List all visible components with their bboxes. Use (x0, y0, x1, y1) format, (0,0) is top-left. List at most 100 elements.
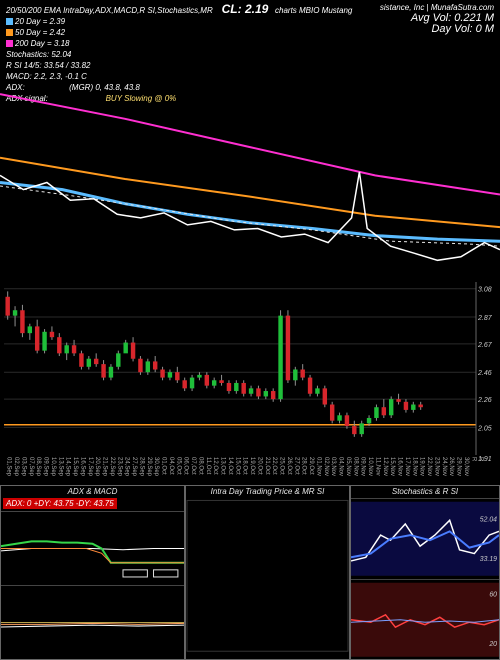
svg-text:17,Nov: 17,Nov (404, 457, 410, 476)
svg-text:21,Sep: 21,Sep (102, 457, 108, 477)
svg-text:19,Oct: 19,Oct (249, 457, 255, 475)
svg-text:11,Oct: 11,Oct (205, 457, 211, 475)
svg-text:2.67: 2.67 (477, 342, 493, 349)
adx-macd-title: ADX & MACD (1, 486, 184, 498)
svg-text:15,Oct: 15,Oct (234, 457, 240, 475)
svg-text:25,Oct: 25,Oct (279, 457, 285, 475)
svg-text:3.08: 3.08 (478, 287, 492, 294)
candle-svg: 2.052.262.462.672.873.081.9101,Sep02,Sep… (0, 280, 500, 485)
svg-text:01,Nov: 01,Nov (315, 457, 321, 476)
close-price: CL: 2.19 (222, 2, 269, 16)
main-chart-panel[interactable] (0, 85, 500, 280)
macd-label: MACD: 2.2, 2.3, -0.1 C (6, 71, 494, 82)
svg-text:06,Oct: 06,Oct (183, 457, 189, 475)
rsi-pane[interactable]: 60 20 (351, 579, 499, 660)
svg-text:22,Oct: 22,Oct (271, 457, 277, 475)
svg-text:08,Sep: 08,Sep (35, 457, 41, 477)
svg-text:13,Oct: 13,Oct (220, 457, 226, 475)
svg-text:17,Sep: 17,Sep (87, 457, 93, 477)
rsi-label: R SI 14/5: 33.54 / 33.82 (6, 60, 494, 71)
stoch-rsi-title: Stochastics & R SI (351, 486, 499, 498)
svg-text:13,Sep: 13,Sep (57, 457, 63, 477)
svg-text:12,Nov: 12,Nov (382, 457, 388, 476)
svg-text:27,Sep: 27,Sep (131, 457, 137, 477)
main-chart-svg (0, 85, 500, 280)
svg-text:01,Sep: 01,Sep (6, 457, 12, 477)
svg-text:03,Sep: 03,Sep (20, 457, 26, 477)
intraday-title: Intra Day Trading Price & MR SI (186, 486, 349, 498)
bottom-row: ADX & MACD ADX: 0 +DY: 43.75 -DY: 43.75 … (0, 485, 500, 660)
svg-text:23,Sep: 23,Sep (116, 457, 122, 477)
header-l1-right: charts MBIO Mustang (275, 6, 352, 15)
svg-text:08,Nov: 08,Nov (352, 457, 358, 476)
adx-badge: ADX: 0 +DY: 43.75 -DY: 43.75 (3, 498, 117, 509)
svg-text:19,Nov: 19,Nov (419, 457, 425, 476)
svg-text:52.04: 52.04 (480, 516, 497, 523)
svg-text:28,Sep: 28,Sep (138, 457, 144, 477)
ema200-label: 200 Day = 3.18 (15, 39, 69, 48)
svg-text:2.26: 2.26 (477, 397, 492, 404)
svg-text:30,Sep: 30,Sep (153, 457, 159, 477)
svg-text:33.19: 33.19 (480, 556, 497, 563)
ema50-label: 50 Day = 2.42 (15, 28, 65, 37)
svg-text:28,Oct: 28,Oct (301, 457, 307, 475)
svg-text:11,Nov: 11,Nov (374, 457, 380, 476)
svg-text:15,Nov: 15,Nov (389, 457, 395, 476)
ema20-label: 20 Day = 2.39 (15, 17, 65, 26)
svg-text:07,Oct: 07,Oct (190, 457, 196, 475)
svg-text:20: 20 (488, 640, 497, 647)
chart-root: 20/50/200 EMA IntraDay,ADX,MACD,R SI,Sto… (0, 0, 500, 660)
svg-text:30,Nov: 30,Nov (463, 457, 469, 476)
svg-text:21,Oct: 21,Oct (264, 457, 270, 475)
intraday-column: Intra Day Trading Price & MR SI (185, 485, 350, 660)
macd-pane[interactable] (1, 585, 184, 659)
candle-panel[interactable]: 2.052.262.462.672.873.081.9101,Sep02,Sep… (0, 280, 500, 485)
stoch-rsi-column: Stochastics & R SI 52.04 33.19 60 20 (350, 485, 500, 660)
svg-text:05,Oct: 05,Oct (175, 457, 181, 475)
svg-text:29,Oct: 29,Oct (308, 457, 314, 475)
svg-text:01,Oct: 01,Oct (161, 457, 167, 475)
svg-text:16,Sep: 16,Sep (79, 457, 85, 477)
intraday-pane[interactable] (186, 498, 349, 654)
stoch-pane[interactable]: 52.04 33.19 (351, 498, 499, 579)
svg-text:29,Nov: 29,Nov (456, 457, 462, 476)
header-panel: 20/50/200 EMA IntraDay,ADX,MACD,R SI,Sto… (0, 0, 500, 85)
svg-text:09,Nov: 09,Nov (360, 457, 366, 476)
header-l1-left: 20/50/200 EMA IntraDay,ADX,MACD,R SI,Sto… (6, 6, 213, 15)
svg-text:60: 60 (489, 591, 497, 598)
adx-pane[interactable] (1, 511, 184, 585)
svg-text:14,Oct: 14,Oct (227, 457, 233, 475)
svg-text:29,Sep: 29,Sep (146, 457, 152, 477)
svg-text:23,Nov: 23,Nov (433, 457, 439, 476)
svg-text:05,Nov: 05,Nov (345, 457, 351, 476)
svg-text:2.05: 2.05 (477, 425, 492, 432)
svg-text:10,Nov: 10,Nov (367, 457, 373, 476)
svg-text:R: R (478, 457, 484, 462)
svg-text:27,Oct: 27,Oct (293, 457, 299, 475)
svg-text:09,Sep: 09,Sep (43, 457, 49, 477)
stoch-label: Stochastics: 52.04 (6, 49, 494, 60)
svg-text:22,Sep: 22,Sep (109, 457, 115, 477)
svg-text:04,Nov: 04,Nov (338, 457, 344, 476)
svg-text:R: R (470, 457, 476, 462)
svg-text:26,Oct: 26,Oct (286, 457, 292, 475)
svg-text:2.87: 2.87 (477, 315, 493, 322)
svg-text:15,Sep: 15,Sep (72, 457, 78, 477)
svg-text:07,Sep: 07,Sep (28, 457, 34, 477)
svg-text:02,Sep: 02,Sep (13, 457, 19, 477)
svg-text:12,Oct: 12,Oct (212, 457, 218, 475)
svg-text:20,Sep: 20,Sep (94, 457, 100, 477)
svg-text:16,Nov: 16,Nov (397, 457, 403, 476)
svg-text:20,Oct: 20,Oct (256, 457, 262, 475)
svg-text:18,Oct: 18,Oct (242, 457, 248, 475)
svg-text:08,Oct: 08,Oct (197, 457, 203, 475)
svg-text:2.46: 2.46 (477, 370, 492, 377)
svg-text:26,Nov: 26,Nov (448, 457, 454, 476)
day-vol: Day Vol: 0 M (380, 24, 494, 35)
adx-macd-column: ADX & MACD ADX: 0 +DY: 43.75 -DY: 43.75 (0, 485, 185, 660)
svg-text:24,Nov: 24,Nov (441, 457, 447, 476)
svg-text:22,Nov: 22,Nov (426, 457, 432, 476)
svg-text:18,Nov: 18,Nov (411, 457, 417, 476)
svg-text:24,Sep: 24,Sep (124, 457, 130, 477)
svg-text:04,Oct: 04,Oct (168, 457, 174, 475)
